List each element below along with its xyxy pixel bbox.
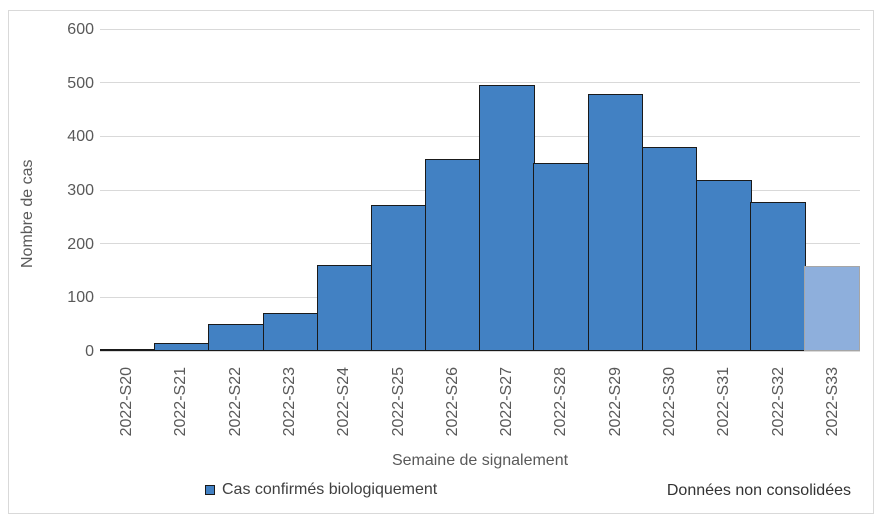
bar-2022-S33 bbox=[804, 266, 860, 351]
y-tick-label: 0 bbox=[85, 343, 94, 360]
bar-2022-S30 bbox=[641, 146, 698, 351]
y-axis: 0 100 200 300 400 500 600 bbox=[9, 21, 94, 360]
y-tick-label: 300 bbox=[67, 182, 94, 199]
x-tick-label: 2022-S28 bbox=[552, 367, 570, 437]
x-axis-title: Semaine de signalement bbox=[391, 452, 569, 469]
legend-label: Cas confirmés biologiquement bbox=[222, 481, 438, 498]
y-tick-label: 200 bbox=[67, 235, 94, 253]
x-tick-label: 2022-S31 bbox=[715, 367, 733, 437]
bar-2022-S20 bbox=[100, 349, 156, 351]
x-tick-label: 2022-S30 bbox=[661, 367, 678, 437]
y-tick-label: 600 bbox=[67, 21, 94, 38]
bar-series bbox=[100, 30, 860, 351]
x-tick-label: 2022-S24 bbox=[335, 367, 353, 437]
bar-2022-S24 bbox=[316, 265, 373, 351]
gridline bbox=[100, 28, 860, 30]
bar-2022-S28 bbox=[533, 163, 590, 351]
bar-2022-S21 bbox=[154, 342, 210, 351]
bar-2022-S31 bbox=[695, 179, 752, 351]
bar-2022-S23 bbox=[262, 313, 319, 351]
x-tick-label: 2022-S29 bbox=[606, 367, 624, 437]
x-tick-label: 2022-S20 bbox=[118, 367, 136, 437]
x-tick-label: 2022-S22 bbox=[226, 367, 244, 437]
legend: Cas confirmés biologiquement bbox=[205, 481, 437, 499]
bar-2022-S22 bbox=[208, 324, 265, 351]
x-tick-label: 2022-S21 bbox=[172, 367, 190, 437]
y-tick-label: 400 bbox=[67, 128, 94, 146]
x-tick-label: 2022-S27 bbox=[498, 367, 516, 437]
x-tick-label: 2022-S23 bbox=[281, 367, 298, 437]
bar-2022-S32 bbox=[750, 201, 806, 351]
plot-area bbox=[100, 28, 860, 352]
chart-frame: Nombre de cas 0 100 200 300 400 500 600 2022-S… bbox=[8, 10, 874, 514]
bar-2022-S25 bbox=[370, 205, 427, 351]
bar-2022-S27 bbox=[479, 84, 535, 351]
x-tick-label: 2022-S26 bbox=[443, 367, 461, 437]
bar-2022-S29 bbox=[587, 93, 644, 351]
bar-2022-S26 bbox=[425, 159, 481, 351]
y-tick-label: 500 bbox=[67, 74, 94, 92]
legend-swatch-icon bbox=[205, 485, 215, 495]
x-tick-label: 2022-S25 bbox=[389, 367, 407, 437]
gridline bbox=[100, 82, 860, 84]
x-tick-label: 2022-S33 bbox=[823, 367, 841, 437]
x-tick-label: 2022-S32 bbox=[769, 367, 787, 437]
x-axis: 2022-S20 2022-S21 2022-S22 2022-S23 2022-S24… bbox=[100, 367, 860, 459]
note-text: Données non consolidées bbox=[666, 482, 851, 499]
y-tick-label: 100 bbox=[67, 289, 94, 307]
